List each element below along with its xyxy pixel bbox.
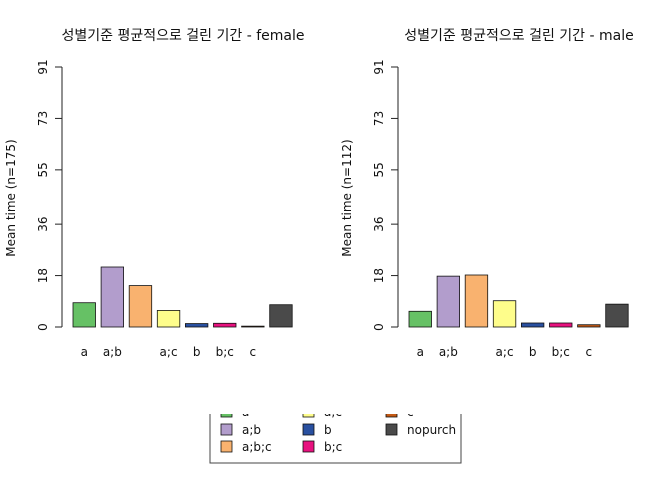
x-tick-label-male-3: b xyxy=(529,345,537,359)
y-tick-label-male-5: 91 xyxy=(372,59,386,74)
bar-female-c xyxy=(241,325,265,328)
bar-male-c xyxy=(577,324,601,328)
legend-label-a-b: a;b xyxy=(242,423,261,437)
y-tick-label-male-2: 36 xyxy=(372,217,386,232)
y-axis-label-male: Mean time (n=112) xyxy=(340,139,354,256)
bar-female-b xyxy=(184,323,209,328)
y-tick-label-male-0: 0 xyxy=(372,323,386,331)
y-tick-label-female-3: 55 xyxy=(36,162,50,177)
panel-male: 성별기준 평균적으로 걸린 기간 - male Mean time (n=112… xyxy=(340,28,634,359)
y-tick-label-female-5: 91 xyxy=(36,59,50,74)
x-tick-label-male-2: a;c xyxy=(496,345,514,359)
legend-swatch-nopurch xyxy=(385,423,398,436)
x-tick-label-male-5: c xyxy=(586,345,593,359)
legend-swatch-b-c xyxy=(302,440,315,453)
legend-swatch-c xyxy=(385,414,398,418)
bar-male-nopurch xyxy=(605,303,629,328)
legend-label-c: c xyxy=(407,405,414,419)
y-tick-label-male-3: 55 xyxy=(372,162,386,177)
x-tick-label-male-0: a xyxy=(417,345,424,359)
legend: a a;b a;b;c a;c b b;c c nopurch xyxy=(209,405,462,464)
bar-female-b-c xyxy=(213,322,237,328)
legend-swatch-a-b-c xyxy=(220,440,233,453)
legend-label-a-c: a;c xyxy=(324,405,342,419)
bar-male-b xyxy=(521,322,545,328)
legend-swatch-a-b xyxy=(220,423,233,436)
bar-female-a-b xyxy=(100,266,124,328)
legend-label-a: a xyxy=(242,405,249,419)
x-tick-label-male-4: b;c xyxy=(552,345,570,359)
bar-male-b-c xyxy=(549,322,573,328)
y-axis-label-female: Mean time (n=175) xyxy=(4,139,18,256)
y-tick-label-female-1: 18 xyxy=(36,268,50,283)
legend-box xyxy=(209,414,462,464)
bar-female-a-b-c xyxy=(128,285,153,328)
bar-female-nopurch xyxy=(269,304,293,328)
chart-title-female: 성별기준 평균적으로 걸린 기간 - female xyxy=(61,28,304,44)
bar-female-a xyxy=(72,302,96,328)
legend-swatch-a-c xyxy=(302,414,315,418)
bar-male-a-c xyxy=(492,300,517,328)
legend-label-b-c: b;c xyxy=(324,440,342,454)
legend-label-b: b xyxy=(324,423,332,437)
y-tick-label-female-4: 73 xyxy=(36,111,50,126)
x-tick-label-female-2: a;c xyxy=(160,345,178,359)
panel-female: 성별기준 평균적으로 걸린 기간 - female Mean time (n=1… xyxy=(4,28,305,359)
x-tick-label-female-3: b xyxy=(193,345,201,359)
x-tick-label-male-1: a;b xyxy=(439,345,458,359)
x-tick-label-female-4: b;c xyxy=(216,345,234,359)
legend-swatch-a xyxy=(220,414,233,418)
chart-title-male: 성별기준 평균적으로 걸린 기간 - male xyxy=(404,28,633,44)
x-tick-label-female-1: a;b xyxy=(103,345,122,359)
y-tick-label-male-4: 73 xyxy=(372,111,386,126)
legend-label-a-b-c: a;b;c xyxy=(242,440,272,454)
legend-label-nopurch: nopurch xyxy=(407,423,456,437)
bar-male-a-b xyxy=(436,275,461,328)
legend-body: a a;b a;b;c a;c b b;c c nopurch xyxy=(209,405,462,464)
bar-female-a-c xyxy=(156,310,181,328)
x-tick-label-female-5: c xyxy=(250,345,257,359)
y-tick-label-female-0: 0 xyxy=(36,323,50,331)
bar-male-a xyxy=(408,310,432,328)
y-tick-label-female-2: 36 xyxy=(36,217,50,232)
legend-swatch-b xyxy=(302,423,315,436)
x-tick-label-female-0: a xyxy=(81,345,88,359)
bar-male-a-b-c xyxy=(464,274,489,328)
y-tick-label-male-1: 18 xyxy=(372,268,386,283)
